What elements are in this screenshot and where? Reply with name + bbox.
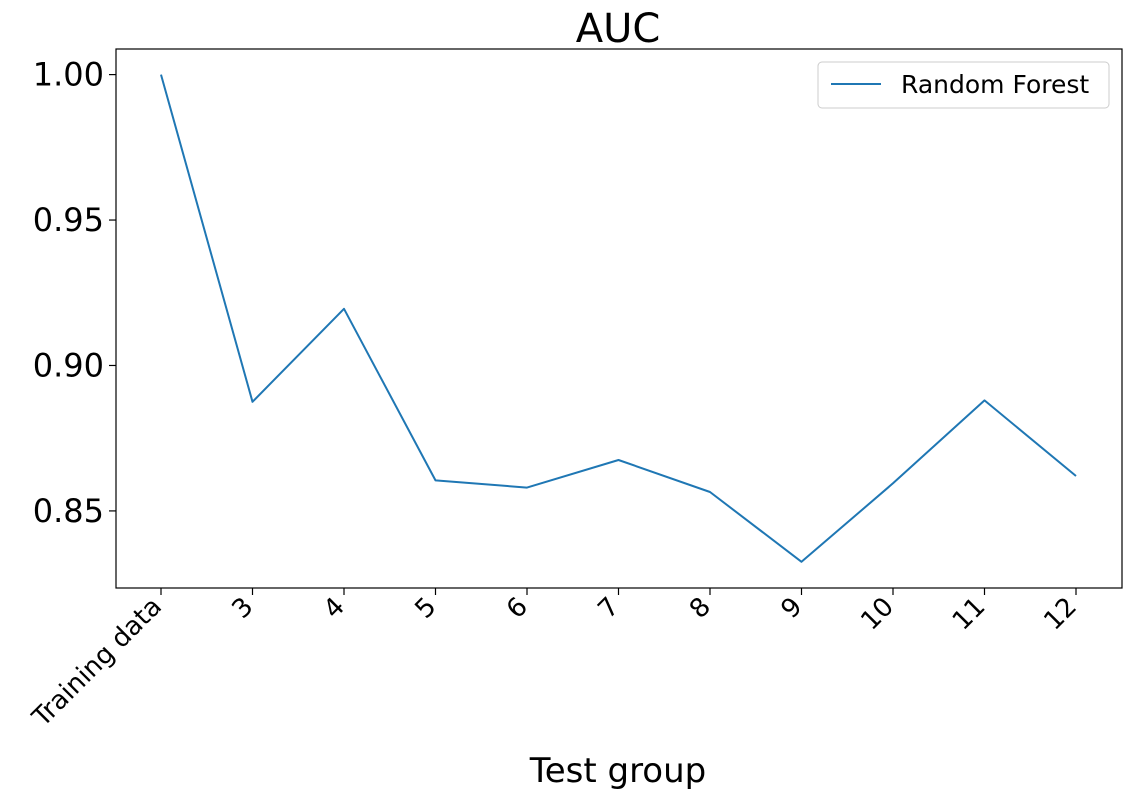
- y-tick-label: 0.90: [33, 346, 104, 384]
- x-tick-label: 11: [947, 592, 992, 637]
- y-tick-label: 1.00: [33, 56, 104, 94]
- y-tick-label: 0.85: [33, 492, 104, 530]
- x-tick-label: 10: [855, 592, 900, 637]
- x-tick-label: 6: [501, 592, 534, 625]
- legend: Random Forest: [817, 61, 1110, 109]
- y-tick-label: 0.95: [33, 201, 104, 239]
- x-tick-label: 4: [318, 592, 351, 625]
- x-axis: Training data 3 4 5 6 7 8 9 10 11 12: [26, 588, 1083, 733]
- x-tick-label: 12: [1038, 592, 1083, 637]
- plot-area-frame: [115, 48, 1123, 589]
- x-tick-label: 7: [593, 592, 626, 625]
- series-group: [160, 74, 1077, 563]
- chart-title: AUC: [576, 6, 661, 52]
- x-tick-label: 8: [684, 592, 717, 625]
- legend-label: Random Forest: [901, 70, 1089, 99]
- x-tick-label: 5: [410, 592, 443, 625]
- x-axis-label: Test group: [529, 751, 707, 791]
- series-line-random-forest: [160, 74, 1077, 563]
- x-tick-label: Training data: [26, 592, 168, 734]
- legend-frame: [817, 61, 1110, 109]
- y-axis: 1.00 0.95 0.90 0.85: [33, 56, 116, 530]
- x-tick-label: 9: [776, 592, 809, 625]
- x-tick-label: 3: [227, 592, 260, 625]
